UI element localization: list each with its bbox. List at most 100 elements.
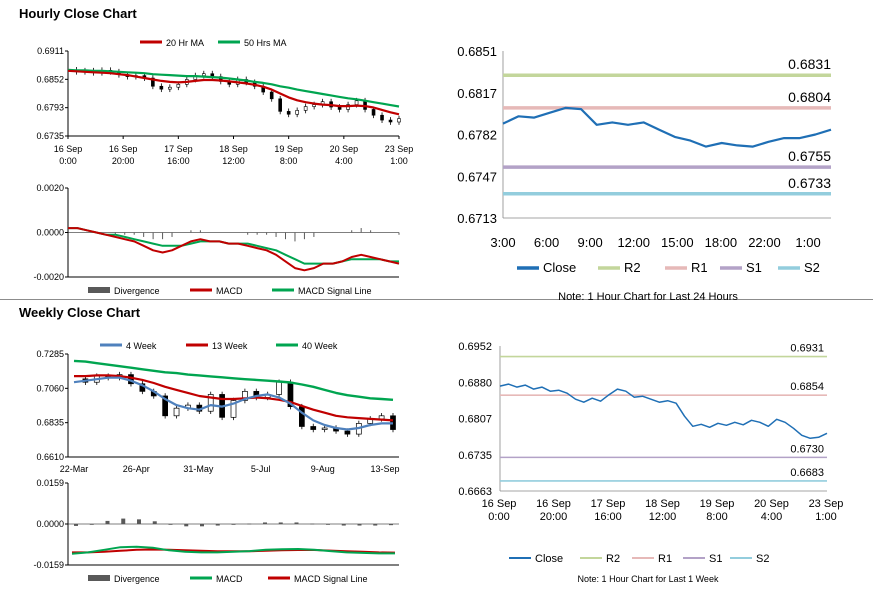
- hourly-24h-x-tick-label: 15:00: [661, 235, 694, 250]
- weekly-macd-divergence-bar: [231, 524, 236, 525]
- hourly-24h-legend-label: S2: [804, 260, 820, 275]
- weekly-1w-x-tick-label: 16 Sep: [482, 498, 517, 510]
- weekly-price-y-tick-label: 0.6610: [36, 452, 64, 462]
- weekly-price-candle: [276, 381, 282, 395]
- hourly-24h-y-tick-label: 0.6851: [457, 44, 497, 59]
- hourly-price-candle: [371, 109, 376, 116]
- weekly-price-candle: [310, 426, 317, 430]
- weekly-1w-x-tick-label: 16 Sep: [536, 498, 571, 510]
- weekly-1w-y-tick-label: 0.6735: [458, 450, 492, 462]
- weekly-price-x-tick-label: 31-May: [183, 464, 214, 474]
- weekly-price-candle: [162, 395, 168, 417]
- hourly-macd-legend-swatch: [88, 287, 110, 293]
- weekly-price-candle: [299, 406, 305, 427]
- hourly-24h-x-tick-label: 18:00: [705, 235, 738, 250]
- weekly-1w-x-tick-label: 1:00: [815, 511, 836, 523]
- weekly-1w-x-tick-label: 20:00: [540, 511, 568, 523]
- hourly-price-y-tick-label: 0.6793: [36, 103, 64, 113]
- hourly-price-x-tick-label: 23 Sep: [385, 144, 414, 154]
- weekly-price-x-tick-label: 5-Jul: [251, 464, 271, 474]
- hourly-24h-legend-label: S1: [746, 260, 762, 275]
- weekly-1w-x-tick-label: 4:00: [761, 511, 782, 523]
- weekly-price-legend-label: 40 Week: [302, 341, 338, 351]
- weekly-macd-legend-label: Divergence: [114, 574, 160, 584]
- hourly-macd-legend-label: MACD: [216, 286, 243, 296]
- hourly-24h-x-tick-label: 22:00: [748, 235, 781, 250]
- hourly-price-candle: [312, 104, 316, 107]
- weekly-1w-legend-label: Close: [535, 553, 563, 565]
- hourly-24h-legend-label: Close: [543, 260, 576, 275]
- weekly-macd-divergence-bar: [137, 519, 141, 524]
- weekly-macd-divergence-bar: [294, 522, 299, 524]
- weekly-price-x-tick-label: 13-Sep: [370, 464, 399, 474]
- weekly-1w-level-label: 0.6854: [790, 381, 824, 393]
- weekly-section-title: Weekly Close Chart: [19, 305, 141, 320]
- hourly-price-candle: [176, 84, 181, 88]
- hourly-price-y-tick-label: 0.6852: [36, 74, 64, 84]
- weekly-40wk-line: [73, 359, 394, 401]
- weekly-price-candle: [173, 407, 180, 417]
- weekly-price-candle: [321, 427, 328, 430]
- hourly-price-candle: [286, 111, 291, 115]
- hourly-50hr-ma-line: [67, 68, 400, 108]
- weekly-1w-y-tick-label: 0.6807: [458, 414, 492, 426]
- hourly-price-x-tick-label: 17 Sep: [164, 144, 193, 154]
- hourly-section-title: Hourly Close Chart: [19, 6, 137, 21]
- weekly-macd-divergence-bar: [373, 524, 378, 526]
- weekly-1w-level-label: 0.6931: [790, 343, 824, 355]
- weekly-macd-divergence-bar: [74, 524, 78, 526]
- weekly-1w-level-label: 0.6730: [790, 443, 824, 455]
- weekly-1w-legend-label: R2: [606, 553, 620, 565]
- hourly-20hr-ma-line: [67, 69, 400, 116]
- weekly-macd-divergence-bar: [278, 522, 283, 524]
- hourly-24h-level-label: 0.6831: [788, 56, 831, 72]
- weekly-price-y-tick-label: 0.7060: [36, 383, 64, 393]
- hourly-price-x-tick-label: 8:00: [280, 156, 298, 166]
- weekly-macd-y-tick-label: 0.0000: [36, 519, 64, 529]
- weekly-1w-x-tick-label: 18 Sep: [645, 498, 680, 510]
- weekly-price-x-tick-label: 26-Apr: [123, 464, 150, 474]
- weekly-macd-line: [71, 545, 395, 555]
- hourly-24h-level-label: 0.6804: [788, 89, 831, 105]
- hourly-price-y-tick-label: 0.6735: [36, 131, 64, 141]
- hourly-price-candle: [201, 73, 206, 76]
- hourly-24h-level-label: 0.6755: [788, 148, 831, 164]
- weekly-1w-y-tick-label: 0.6663: [458, 486, 492, 498]
- weekly-macd-divergence-bar: [105, 520, 110, 524]
- hourly-24h-y-tick-label: 0.6817: [457, 86, 497, 101]
- hourly-price-candle: [397, 118, 401, 123]
- section-divider: [0, 299, 873, 300]
- weekly-1w-level-label: 0.6683: [790, 467, 824, 479]
- hourly-macd-legend-label: MACD Signal Line: [298, 286, 372, 296]
- hourly-price-candle: [388, 119, 393, 123]
- weekly-1w-x-tick-label: 0:00: [488, 511, 509, 523]
- hourly-price-x-tick-label: 20:00: [112, 156, 135, 166]
- hourly-price-x-tick-label: 18 Sep: [219, 144, 248, 154]
- weekly-1w-x-tick-label: 8:00: [706, 511, 727, 523]
- hourly-macd-y-tick-label: -0.0020: [33, 272, 64, 282]
- weekly-1w-legend-label: S1: [709, 553, 722, 565]
- hourly-price-candle: [278, 98, 282, 112]
- weekly-price-legend-label: 4 Week: [126, 341, 157, 351]
- weekly-macd-divergence-bar: [357, 524, 362, 526]
- weekly-1w-legend-label: S2: [756, 553, 769, 565]
- weekly-macd-divergence-bar: [89, 524, 94, 525]
- hourly-price-y-tick-label: 0.6911: [37, 46, 64, 56]
- hourly-price-x-tick-label: 16 Sep: [109, 144, 138, 154]
- weekly-macd-divergence-bar: [263, 522, 267, 524]
- weekly-macd-y-tick-label: 0.0159: [36, 478, 64, 488]
- hourly-macd-line: [68, 227, 400, 272]
- weekly-macd-divergence-bar: [200, 524, 204, 527]
- hourly-24h-y-tick-label: 0.6747: [457, 169, 497, 184]
- weekly-price-candle: [207, 394, 214, 412]
- weekly-price-x-tick-label: 9-Aug: [311, 464, 335, 474]
- weekly-1w-y-tick-label: 0.6880: [458, 377, 492, 389]
- weekly-macd-divergence-bar: [121, 518, 126, 524]
- weekly-price-candle: [230, 400, 237, 418]
- hourly-price-x-tick-label: 12:00: [222, 156, 245, 166]
- weekly-1w-x-tick-label: 16:00: [594, 511, 622, 523]
- hourly-price-legend-label: 20 Hr MA: [166, 38, 204, 48]
- weekly-price-x-tick-label: 22-Mar: [60, 464, 89, 474]
- hourly-24h-legend-label: R2: [624, 260, 641, 275]
